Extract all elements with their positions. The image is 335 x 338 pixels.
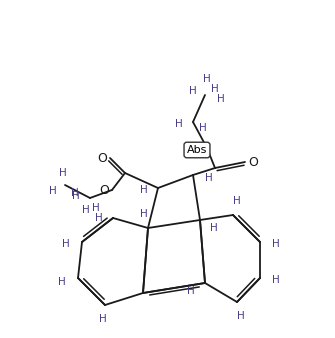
Text: H: H [199, 123, 207, 133]
Text: H: H [92, 203, 100, 213]
Text: H: H [140, 209, 148, 219]
Text: H: H [237, 311, 245, 321]
Text: H: H [62, 239, 70, 249]
Text: H: H [272, 239, 280, 249]
Text: H: H [175, 119, 183, 129]
Text: H: H [72, 191, 80, 201]
Text: H: H [82, 205, 90, 215]
Text: Abs: Abs [187, 145, 207, 155]
Text: H: H [211, 84, 219, 94]
Text: H: H [71, 188, 79, 198]
Text: O: O [99, 184, 109, 196]
Text: H: H [272, 275, 280, 285]
Text: H: H [140, 185, 148, 195]
Text: H: H [59, 168, 67, 178]
Text: H: H [49, 186, 57, 196]
Text: O: O [97, 152, 107, 166]
Text: H: H [233, 196, 241, 206]
Text: H: H [189, 86, 197, 96]
Text: H: H [99, 314, 107, 324]
Text: H: H [95, 213, 103, 223]
Text: H: H [205, 173, 213, 183]
Text: H: H [217, 94, 225, 104]
Text: H: H [210, 223, 218, 233]
Text: H: H [203, 74, 211, 84]
Text: H: H [58, 277, 66, 287]
Text: O: O [248, 155, 258, 169]
Text: H: H [187, 286, 195, 296]
